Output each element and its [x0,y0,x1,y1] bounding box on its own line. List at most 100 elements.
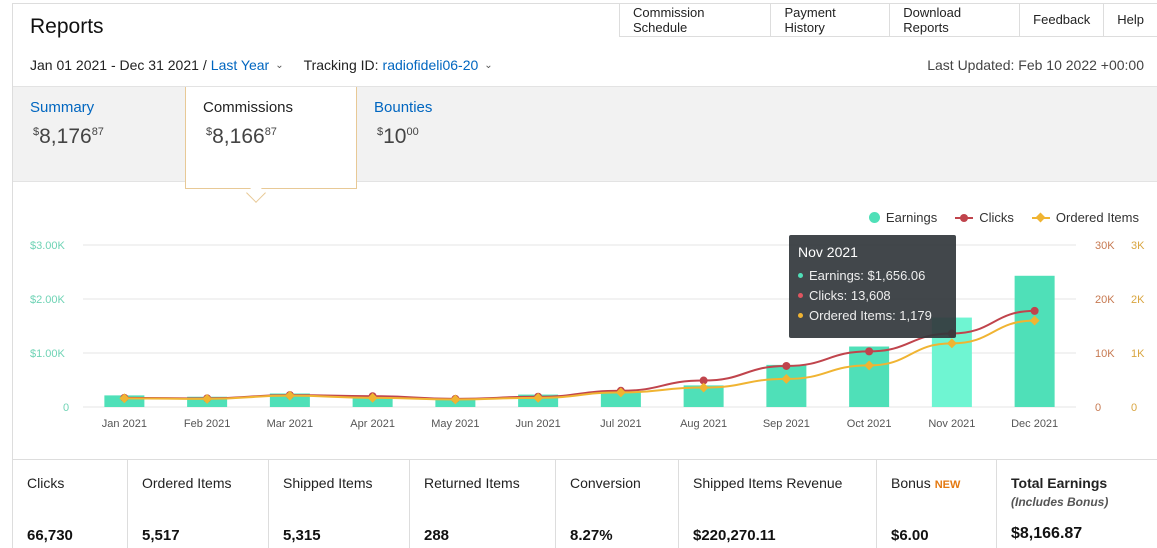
tooltip-earnings: Earnings: $1,656.06 [798,268,947,283]
stat-value: $8,166.87 [1011,525,1083,542]
tracking-label: Tracking ID: [303,57,379,73]
tab-bounties-label: Bounties [374,99,433,116]
ordered-line-icon [1031,212,1050,223]
payment-history-button[interactable]: Payment History [771,3,891,36]
bar-earnings [849,346,890,407]
filter-bar: Jan 01 2021 - Dec 31 2021 / Last Year ⌄ … [30,57,493,73]
ordered-items-line [124,319,1035,401]
commission-schedule-button[interactable]: Commission Schedule [620,3,772,36]
stat-label: Shipped Items [283,475,373,491]
bounties-amount: $1000 [377,125,419,149]
x-axis-tick: Aug 2021 [680,418,727,430]
right-axis-clicks-tick: 10K [1095,348,1115,360]
tooltip-earnings-text: Earnings: $1,656.06 [809,268,926,283]
tooltip-ordered-text: Ordered Items: 1,179 [809,308,932,323]
clicks-dot-icon [798,293,803,298]
stat-conversion: Conversion 8.27% [556,460,679,548]
stat-value: 5,315 [283,527,321,544]
tooltip-title: Nov 2021 [798,244,858,260]
x-axis-tick: Feb 2021 [184,418,230,430]
stats-bar: Clicks 66,730 Ordered Items 5,517 Shippe… [13,459,1157,548]
ordered-items-point [202,393,213,404]
stat-label: Shipped Items Revenue [693,475,843,491]
stat-value: 288 [424,527,450,544]
left-axis-tick: $3.00K [30,240,66,252]
legend-clicks[interactable]: Clicks [955,210,1014,225]
right-axis-ordered-tick: 2K [1131,294,1145,306]
earnings-dot-icon [798,273,803,278]
ordered-items-point [119,393,130,404]
date-range: Jan 01 2021 - Dec 31 2021 [30,57,199,73]
ordered-items-point [1029,315,1040,326]
reports-panel [12,3,1157,548]
ordered-items-point [615,387,626,398]
commissions-amount: $8,16687 [206,125,277,149]
download-reports-button[interactable]: Download Reports [890,3,1021,36]
bar-earnings [766,364,807,407]
top-nav: Commission Schedule Payment History Down… [619,3,1157,37]
chevron-down-icon[interactable]: ⌄ [484,59,493,71]
left-axis-tick: $1.00K [30,348,66,360]
last-updated: Last Updated: Feb 10 2022 +00:00 [927,57,1144,73]
ordered-items-point [864,360,875,371]
right-axis-clicks-tick: 30K [1095,240,1115,252]
x-axis-tick: Apr 2021 [350,418,395,430]
stat-label: Ordered Items [142,475,232,491]
summary-whole: 8,176 [39,125,92,148]
x-axis-tick: May 2021 [431,418,479,430]
feedback-button[interactable]: Feedback [1020,3,1105,36]
bar-earnings [1014,275,1055,407]
tracking-id-dropdown[interactable]: radiofideli06-20 [382,57,479,73]
clicks-point [1030,306,1039,315]
clicks-point [782,361,791,370]
ordered-items-point [698,382,709,393]
currency-symbol: $ [377,126,384,138]
stat-ordered-items: Ordered Items 5,517 [128,460,269,548]
stat-label: Conversion [570,475,641,491]
stat-shipped-items: Shipped Items 5,315 [269,460,410,548]
x-axis-tick: Dec 2021 [1011,418,1058,430]
report-tabs: Summary $8,17687 Commissions $8,16687 Bo… [13,86,1157,189]
commissions-cents: 87 [264,126,277,138]
right-axis-clicks-tick: 20K [1095,294,1115,306]
tab-commissions-label: Commissions [203,99,294,116]
stat-label: Returned Items [424,475,520,491]
right-axis-ordered-tick: 1K [1131,348,1145,360]
period-dropdown[interactable]: Last Year [210,57,270,73]
tab-summary-label: Summary [30,99,95,116]
stat-label: Bonus NEW [891,475,960,491]
stat-bonus: Bonus NEW $6.00 [877,460,997,548]
x-axis-tick: Sep 2021 [763,418,810,430]
stat-value: $6.00 [891,527,929,544]
bar-earnings [683,385,724,407]
clicks-point [699,376,708,385]
summary-amount: $8,17687 [33,125,104,149]
x-axis-tick: Nov 2021 [928,418,975,430]
legend-earnings-label: Earnings [885,210,938,225]
stat-total-earnings: Total Earnings (Includes Bonus) $8,166.8… [997,460,1157,548]
left-axis-tick: $2.00K [30,294,66,306]
stat-label: Clicks [27,475,65,491]
chevron-down-icon[interactable]: ⌄ [275,59,284,71]
bounties-cents: 00 [406,126,419,138]
stat-value: 66,730 [27,527,73,544]
tooltip-clicks-text: Clicks: 13,608 [809,288,891,303]
ordered-dot-icon [798,313,803,318]
stat-shipped-revenue: Shipped Items Revenue $220,270.11 [679,460,877,548]
date-separator: / [202,57,207,73]
x-axis-tick: Oct 2021 [847,418,892,430]
legend-ordered-label: Ordered Items [1055,210,1139,225]
stat-returned-items: Returned Items 288 [410,460,556,548]
legend-earnings[interactable]: Earnings [868,210,938,225]
page-title: Reports [30,15,104,38]
new-badge: NEW [934,479,961,491]
right-axis-clicks-tick: 0 [1095,402,1101,414]
help-button[interactable]: Help [1117,12,1145,27]
tab-commissions[interactable]: Commissions $8,16687 [185,87,357,189]
left-axis-tick: 0 [63,402,69,414]
clicks-line-icon [955,213,974,222]
x-axis-tick: Mar 2021 [267,418,313,430]
legend-ordered[interactable]: Ordered Items [1031,210,1139,225]
currency-symbol: $ [33,126,40,138]
chart-tooltip: Nov 2021 Earnings: $1,656.06 Clicks: 13,… [789,235,956,338]
